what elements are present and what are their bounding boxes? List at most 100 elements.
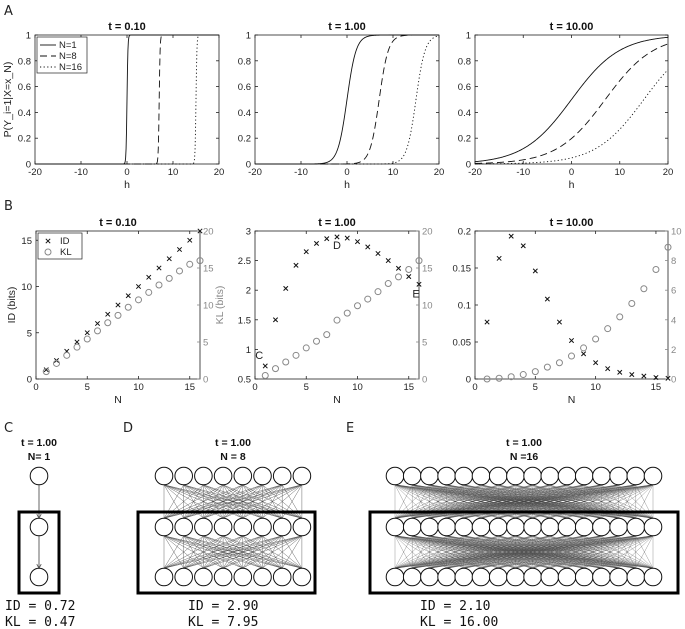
data-point-id xyxy=(156,265,162,271)
network-edge xyxy=(394,535,619,569)
legend: N=1N=8N=16 xyxy=(36,36,88,74)
x-tick-label: 10 xyxy=(388,167,399,178)
network-node xyxy=(523,466,542,486)
data-point-id xyxy=(125,293,131,299)
data-point-id xyxy=(556,319,562,325)
panel-letter-e: E xyxy=(346,421,354,436)
chart-title: t = 1.00 xyxy=(318,217,356,229)
network-node xyxy=(523,567,542,587)
plot-frame xyxy=(254,230,420,380)
y-tick-label: 0.4 xyxy=(18,108,31,119)
data-point-kl xyxy=(628,300,636,308)
data-point-id xyxy=(187,237,193,243)
data-point-id xyxy=(641,373,647,379)
y-tick-label: 1 xyxy=(246,31,251,42)
series-line-n1 xyxy=(474,36,669,163)
data-point-id xyxy=(272,317,279,323)
data-point-kl xyxy=(616,313,624,321)
y-tick-label: 0.2 xyxy=(18,134,31,145)
chart-b-2: t = 1.00 0 5 10 15 0.5 1 1.5 2 2.5 3 0 5 10 15 20 N C D E xyxy=(238,217,433,406)
network-node xyxy=(253,517,272,537)
network-edge xyxy=(601,535,654,569)
network-node xyxy=(506,567,525,587)
network-edge xyxy=(566,535,654,569)
network-node xyxy=(174,466,193,486)
network-node xyxy=(437,517,456,537)
network-node xyxy=(488,567,508,587)
network-node xyxy=(574,567,594,587)
network-node xyxy=(626,517,646,537)
network-node xyxy=(437,466,456,486)
network-edge xyxy=(394,535,499,569)
network-edge xyxy=(163,535,243,569)
network-nodes xyxy=(29,466,49,587)
network-node xyxy=(454,567,474,587)
y-tick-label: 1 xyxy=(26,31,31,42)
data-point-id xyxy=(334,234,340,240)
data-point-id xyxy=(135,283,142,290)
network-node xyxy=(194,466,213,486)
network-edge xyxy=(515,535,654,569)
data-point-kl xyxy=(507,373,515,381)
y-tick-label: 0 xyxy=(26,160,31,171)
output-layers-frame xyxy=(136,510,317,595)
data-point-kl xyxy=(519,371,527,379)
y-axis-label: P(Y_i=1|X=x_N) xyxy=(2,62,14,138)
y-right-tick-label: 0 xyxy=(671,375,676,386)
network-edges xyxy=(163,484,303,569)
data-point-kl xyxy=(63,351,71,359)
network-node xyxy=(454,466,474,486)
annotation-c: C xyxy=(255,350,263,362)
data-point-kl xyxy=(640,285,648,293)
network-edge xyxy=(163,535,263,569)
data-point-id xyxy=(605,366,611,372)
network-edge xyxy=(262,535,303,569)
network-edge xyxy=(163,535,204,569)
network-node xyxy=(557,466,577,486)
network-size-label: N =16 xyxy=(510,451,538,463)
y-right-tick-label: 15 xyxy=(422,264,433,275)
data-point-id xyxy=(629,372,635,378)
y-tick-label: 0.2 xyxy=(458,134,471,145)
network-node xyxy=(233,466,253,486)
data-point-kl xyxy=(186,260,194,268)
network-edge xyxy=(394,535,413,569)
y-tick-label: 0 xyxy=(27,375,32,386)
network-edge xyxy=(394,535,550,569)
legend-box xyxy=(36,36,88,74)
data-point-id xyxy=(568,337,575,344)
data-point-id xyxy=(43,367,49,373)
network-edge xyxy=(394,535,464,569)
y-right-tick-label: 4 xyxy=(671,315,676,326)
y-tick-label: 15 xyxy=(21,236,32,247)
y-tick-label: 0.6 xyxy=(458,82,471,93)
network-edge xyxy=(394,535,568,569)
panel-letter-a: A xyxy=(4,4,13,19)
network-edge xyxy=(242,535,302,569)
chart-a-3: t = 10.00 -20 -10 0 10 20 0 0.2 0.4 0.6 0.8 1 h xyxy=(458,21,674,191)
y-right-tick-label: 8 xyxy=(671,256,676,267)
data-point-id xyxy=(354,239,361,245)
data-point-kl xyxy=(333,316,341,324)
network-edge xyxy=(394,535,447,569)
y-tick-label: 0.15 xyxy=(453,264,472,275)
data-point-id xyxy=(94,320,101,327)
x-axis-label: N xyxy=(568,394,576,406)
network-node xyxy=(174,567,193,587)
network-node xyxy=(29,466,49,486)
x-tick-label: 10 xyxy=(168,167,179,178)
data-point-kl xyxy=(395,273,402,281)
x-axis-label: h xyxy=(124,179,130,191)
y-right-tick-label: 5 xyxy=(422,338,427,349)
output-layers-frame xyxy=(368,510,680,595)
data-point-kl xyxy=(354,302,361,310)
data-point-id xyxy=(324,236,330,242)
y-tick-label: 1.5 xyxy=(238,315,251,326)
network-edge xyxy=(223,535,302,569)
network-node xyxy=(29,567,49,587)
chart-a-1: t = 0.10 -20 -10 0 10 20 0 0.2 0.4 0.6 0.8 1 h P(Y_i=… xyxy=(2,21,224,191)
charts: t = 0.10-20 -10 0 10 2000.20.40.60.81hP(Y_i=… xyxy=(2,21,682,406)
annotation-e: E xyxy=(412,288,419,300)
